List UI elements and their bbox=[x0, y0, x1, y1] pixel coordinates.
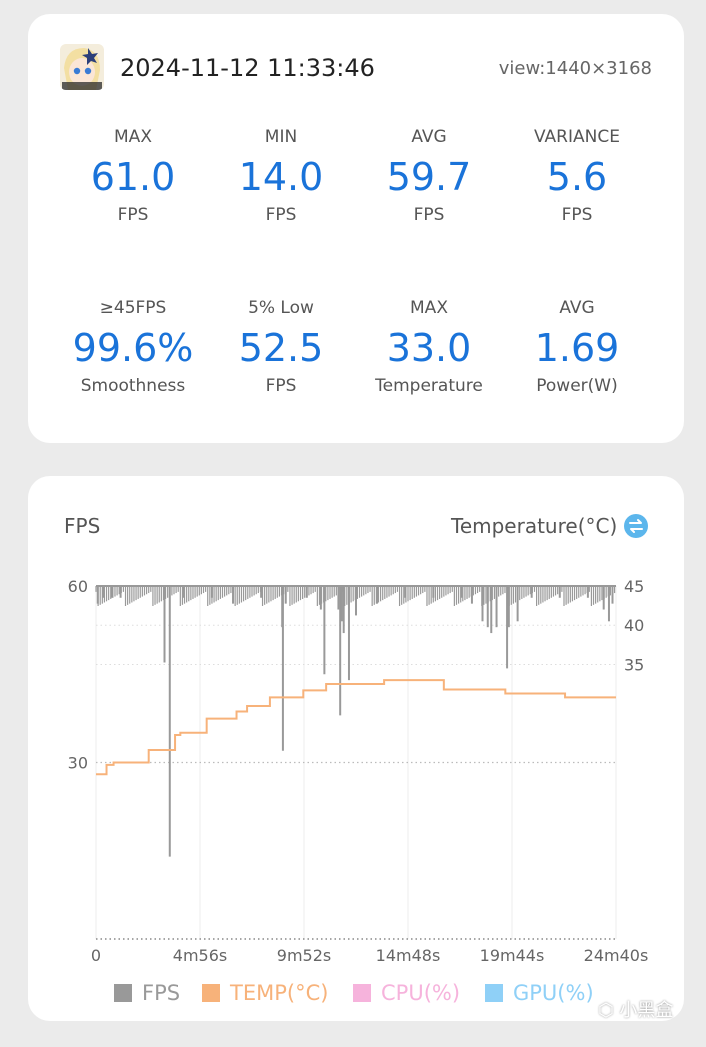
stat-max-temperature: MAX 33.0 Temperature bbox=[354, 297, 504, 397]
legend-swatch bbox=[202, 984, 220, 1002]
stat-unit: FPS bbox=[265, 205, 297, 225]
stat-unit: Power(W) bbox=[536, 376, 618, 396]
stat-unit: FPS bbox=[117, 205, 149, 225]
stat-unit: Smoothness bbox=[80, 376, 186, 396]
stat-value: 14.0 bbox=[238, 155, 324, 199]
stat-min-fps: MIN 14.0 FPS bbox=[206, 126, 356, 226]
temperature-tick-label: 45 bbox=[624, 577, 644, 596]
stat-value: 5.6 bbox=[546, 155, 608, 199]
view-resolution: view:1440×3168 bbox=[498, 58, 652, 79]
game-character-avatar-icon bbox=[60, 44, 104, 90]
x-tick-label: 24m40s bbox=[584, 946, 649, 965]
chart-card: FPS Temperature(°C) 60 30 45 40 35 0 4m56s 9m52… bbox=[28, 476, 684, 1021]
swap-axis-icon[interactable] bbox=[624, 514, 648, 538]
stat-label: VARIANCE bbox=[534, 127, 620, 147]
stat-unit: FPS bbox=[265, 376, 297, 396]
temperature-axis-title: Temperature(°C) bbox=[451, 514, 618, 538]
stat-unit: FPS bbox=[561, 205, 593, 225]
fps-tick-label: 60 bbox=[68, 577, 88, 596]
stat-unit: FPS bbox=[413, 205, 445, 225]
stat-label: MAX bbox=[114, 127, 152, 147]
stat-label: 5% Low bbox=[248, 298, 314, 318]
legend-item-cpu[interactable]: CPU(%) bbox=[353, 981, 460, 1005]
legend-label: TEMP(°C) bbox=[230, 981, 329, 1005]
legend-swatch bbox=[485, 984, 503, 1002]
legend-item-fps[interactable]: FPS bbox=[114, 981, 180, 1005]
fps-temperature-chart: 60 30 45 40 35 0 4m56s 9m52s 14m48s 19m44s 24m40s bbox=[68, 577, 649, 965]
temperature-tick-label: 35 bbox=[624, 655, 644, 674]
game-avatar bbox=[60, 44, 104, 90]
stat-unit: Temperature bbox=[375, 376, 483, 396]
stat-max-fps: MAX 61.0 FPS bbox=[58, 126, 208, 226]
stat-value: 61.0 bbox=[90, 155, 176, 199]
legend-item-temp[interactable]: TEMP(°C) bbox=[202, 981, 328, 1005]
stat-avg-fps: AVG 59.7 FPS bbox=[354, 126, 504, 226]
stat-value: 59.7 bbox=[386, 155, 472, 199]
stat-avg-power: AVG 1.69 Power(W) bbox=[502, 297, 652, 397]
x-tick-label: 0 bbox=[91, 946, 101, 965]
stat-label: MIN bbox=[264, 127, 298, 147]
stat-label: AVG bbox=[411, 127, 447, 147]
session-timestamp: 2024-11-12 11:33:46 bbox=[120, 54, 375, 82]
stat-value: 33.0 bbox=[386, 326, 472, 370]
legend-item-gpu[interactable]: GPU(%) bbox=[485, 981, 594, 1005]
x-tick-label: 19m44s bbox=[480, 946, 545, 965]
fps-axis-title: FPS bbox=[64, 514, 101, 538]
x-tick-label: 9m52s bbox=[277, 946, 331, 965]
x-tick-label: 14m48s bbox=[376, 946, 441, 965]
fps-tick-label: 30 bbox=[68, 754, 88, 773]
stat-label: AVG bbox=[559, 298, 595, 318]
stat-value: 99.6% bbox=[72, 326, 194, 370]
watermark-logo: ⬡ 小黑盒 bbox=[598, 1000, 674, 1021]
temperature-tick-label: 40 bbox=[624, 616, 644, 635]
legend-swatch bbox=[353, 984, 371, 1002]
stat-5pct-low: 5% Low 52.5 FPS bbox=[206, 297, 356, 397]
x-tick-label: 4m56s bbox=[173, 946, 227, 965]
temperature-line bbox=[96, 679, 616, 776]
stat-label: MAX bbox=[410, 298, 448, 318]
summary-card: 2024-11-12 11:33:46 view:1440×3168 MAX 6… bbox=[28, 14, 684, 443]
legend-label: FPS bbox=[142, 981, 181, 1005]
stat-value: 1.69 bbox=[534, 326, 620, 370]
stat-variance: VARIANCE 5.6 FPS bbox=[502, 126, 652, 226]
stat-value: 52.5 bbox=[238, 326, 324, 370]
legend-swatch bbox=[114, 984, 132, 1002]
legend-label: CPU(%) bbox=[381, 981, 461, 1005]
legend-label: GPU(%) bbox=[513, 981, 594, 1005]
stat-label: ≥45FPS bbox=[99, 298, 167, 318]
stat-smoothness: ≥45FPS 99.6% Smoothness bbox=[58, 297, 208, 397]
